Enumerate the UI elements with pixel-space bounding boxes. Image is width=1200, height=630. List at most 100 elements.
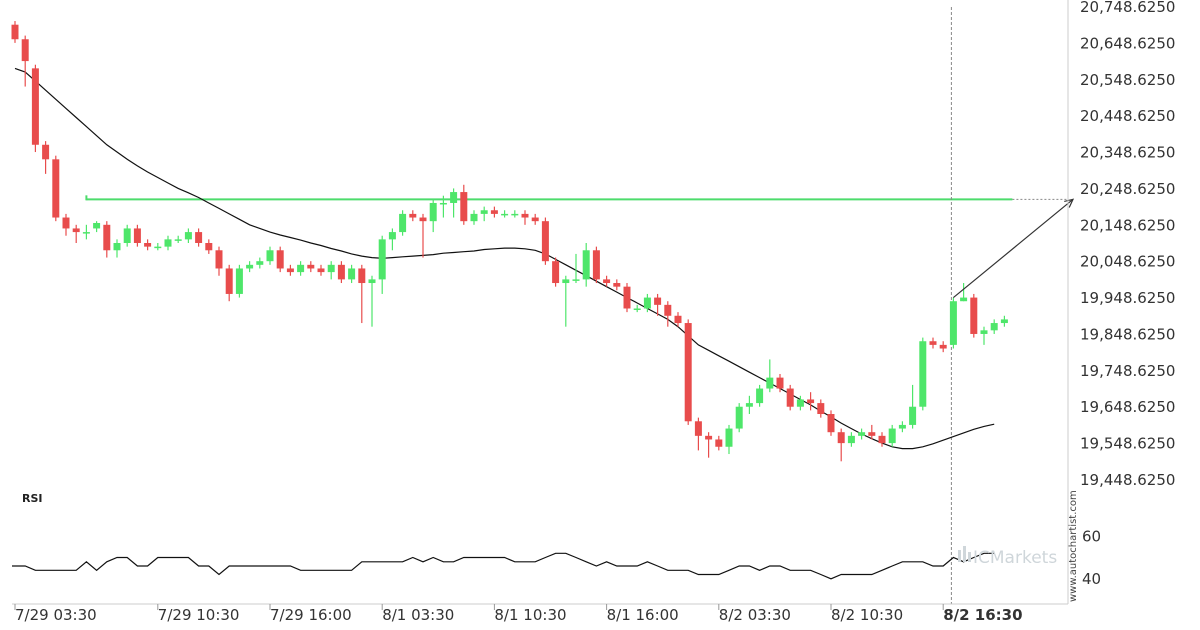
candle-bullish xyxy=(154,246,162,249)
candle-bullish xyxy=(399,213,407,233)
candle-bullish xyxy=(184,232,192,240)
candle-bullish xyxy=(949,301,957,345)
brand-logo-bar xyxy=(958,550,961,562)
price-tick-label: 20,448.6250 xyxy=(1080,107,1175,125)
candle-bearish xyxy=(684,323,692,422)
candle-bearish xyxy=(52,159,60,218)
candle-bullish xyxy=(327,264,335,273)
candle-bullish xyxy=(480,210,488,214)
candle-bearish xyxy=(195,232,203,243)
rsi-tick-label: 60 xyxy=(1082,527,1101,545)
price-tick-label: 19,648.6250 xyxy=(1080,398,1175,416)
candle-bullish xyxy=(756,388,764,404)
candle-bullish xyxy=(735,406,743,429)
candle-bullish xyxy=(82,232,90,234)
candle-bullish xyxy=(582,250,590,280)
price-tick-label: 20,748.6250 xyxy=(1080,0,1175,16)
candle-bullish xyxy=(766,377,774,389)
candle-bullish xyxy=(1000,319,1008,324)
candle-bullish xyxy=(470,213,478,222)
candle-bearish xyxy=(613,283,621,287)
candle-bullish xyxy=(725,428,733,447)
price-tick-label: 19,748.6250 xyxy=(1080,362,1175,380)
candle-bullish xyxy=(429,202,437,222)
candle-bearish xyxy=(817,403,825,415)
candle-bearish xyxy=(654,297,662,305)
candle-bearish xyxy=(929,341,937,345)
candle-bullish xyxy=(450,192,458,203)
rsi-panel: RSI xyxy=(12,492,995,580)
candle-bullish xyxy=(919,341,927,407)
time-tick-label: 8/2 10:30 xyxy=(831,606,903,624)
price-tick-label: 19,548.6250 xyxy=(1080,435,1175,453)
candle-bearish xyxy=(11,24,19,40)
candle-bearish xyxy=(490,210,498,214)
candle-bullish xyxy=(297,264,305,273)
candle-bullish xyxy=(348,268,356,280)
candle-bearish xyxy=(807,399,815,404)
candle-bearish xyxy=(664,304,672,316)
candle-bearish xyxy=(317,268,325,273)
brand-text: ICMarkets xyxy=(973,548,1057,568)
candle-bearish xyxy=(868,432,876,436)
price-tick-label: 20,348.6250 xyxy=(1080,144,1175,162)
brand-logo: ICMarkets xyxy=(958,546,1057,568)
candle-bullish xyxy=(164,239,172,247)
candle-bullish xyxy=(235,268,243,294)
time-tick-label: 8/2 03:30 xyxy=(719,606,791,624)
candle-bearish xyxy=(541,221,549,262)
candle-bullish xyxy=(93,222,101,229)
candle-bearish xyxy=(205,242,213,251)
candle-bearish xyxy=(42,144,50,160)
price-tick-label: 20,648.6250 xyxy=(1080,34,1175,52)
candle-bullish xyxy=(368,279,376,284)
candle-bearish xyxy=(358,268,366,284)
time-tick-label: 8/2 16:30 xyxy=(943,606,1022,624)
candle-bullish xyxy=(439,202,447,205)
candle-bullish xyxy=(256,261,264,265)
candle-bearish xyxy=(409,213,417,218)
candle-bullish xyxy=(113,242,121,251)
candle-bullish xyxy=(990,323,998,331)
candle-bearish xyxy=(225,268,233,294)
candle-bearish xyxy=(603,279,611,284)
price-tick-label: 19,448.6250 xyxy=(1080,471,1175,489)
candle-bullish xyxy=(378,239,386,280)
candle-bearish xyxy=(970,297,978,334)
candle-bearish xyxy=(419,217,427,222)
candle-bearish xyxy=(552,261,560,284)
time-tick-label: 7/29 10:30 xyxy=(158,606,240,624)
candle-bullish xyxy=(898,424,906,429)
price-tick-label: 20,048.6250 xyxy=(1080,253,1175,271)
time-tick-label: 7/29 16:00 xyxy=(270,606,352,624)
candle-bearish xyxy=(827,414,835,433)
candle-bearish xyxy=(939,344,947,349)
brand-logo-bar xyxy=(963,546,966,562)
candle-bullish xyxy=(246,264,254,269)
candle-bullish xyxy=(909,406,917,425)
candle-bearish xyxy=(144,242,152,247)
candle-bearish xyxy=(286,268,294,273)
candle-bullish xyxy=(888,428,896,444)
price-panel xyxy=(11,7,1075,604)
autochartist-watermark: www.autochartist.com xyxy=(1068,490,1079,602)
candle-bearish xyxy=(521,213,529,218)
candle-bullish xyxy=(562,279,570,284)
candle-bullish xyxy=(511,213,519,216)
price-tick-label: 19,848.6250 xyxy=(1080,325,1175,343)
candle-bullish xyxy=(745,403,753,407)
candle-bearish xyxy=(694,421,702,436)
price-tick-label: 20,248.6250 xyxy=(1080,180,1175,198)
candle-bearish xyxy=(786,388,794,407)
candle-bullish xyxy=(847,435,855,444)
price-axis: 20,748.6250 20,648.6250 20,548.6250 20,448.… xyxy=(1067,0,1175,604)
price-tick-label: 19,948.6250 xyxy=(1080,289,1175,307)
candle-bearish xyxy=(31,68,39,145)
forecast-arrowhead xyxy=(1064,198,1075,208)
candle-bearish xyxy=(715,439,723,447)
candle-bearish xyxy=(337,264,345,280)
candle-bearish xyxy=(776,377,784,389)
candle-bearish xyxy=(215,250,223,269)
time-tick-label: 8/1 03:30 xyxy=(382,606,454,624)
